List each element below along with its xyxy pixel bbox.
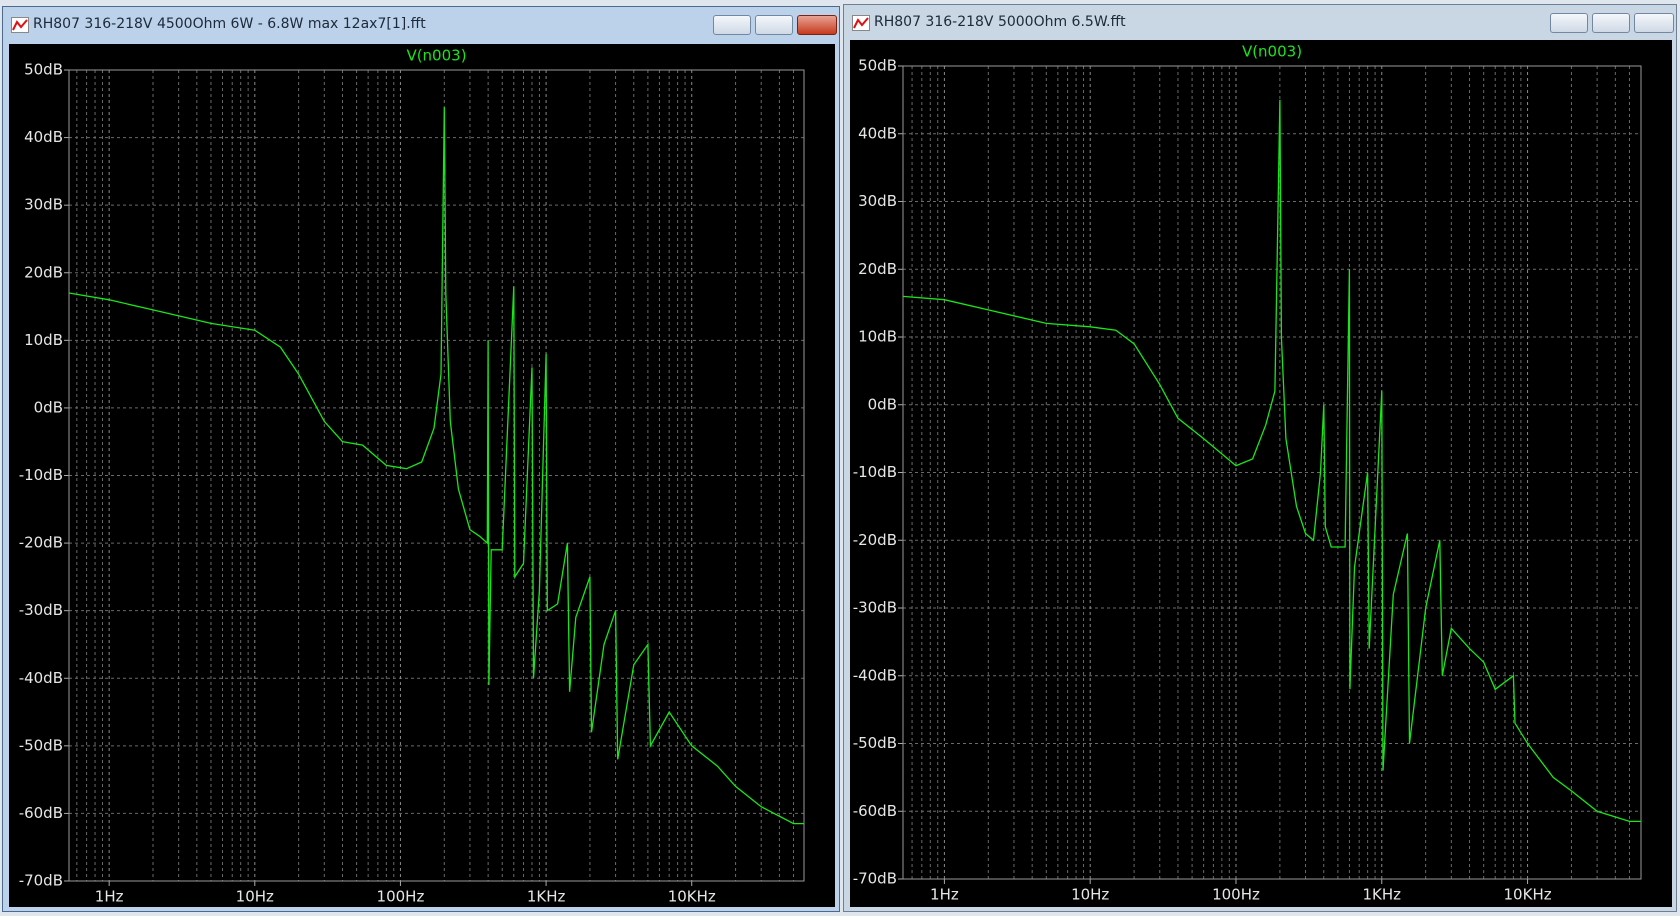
x-tick-label: 100Hz [1212, 886, 1260, 904]
trace-line [68, 107, 804, 825]
title-bar[interactable]: RH807 316-218V 5000Ohm 6.5W.fft [844, 5, 1676, 41]
minimize-button[interactable] [1550, 13, 1588, 33]
minimize-button[interactable] [713, 15, 751, 35]
plot-pane: 50dB 40dB 30dB 20dB 10dB 0dB -10dB -20dB -30dB -4… [9, 44, 835, 907]
window[interactable]: RH807 316-218V 5000Ohm 6.5W.fft 50dB 40dB… [843, 4, 1677, 912]
plot-frame [68, 69, 805, 882]
maximize-button[interactable] [1592, 13, 1630, 33]
close-button[interactable] [1634, 13, 1674, 33]
x-tick-label: 10KHz [1504, 886, 1552, 904]
x-tick-label: 1KHz [1362, 886, 1401, 904]
y-tick-label: -50dB [853, 734, 897, 752]
app-icon [852, 15, 870, 31]
y-tick-label: -40dB [853, 666, 897, 684]
x-tick-label: 1KHz [527, 888, 566, 906]
y-tick-label: -10dB [19, 466, 63, 484]
y-tick-label: -10dB [853, 463, 897, 481]
x-tick-label: 1Hz [930, 886, 959, 904]
plot-pane: 50dB 40dB 30dB 20dB 10dB 0dB -10dB -20dB -30dB -4… [850, 40, 1672, 907]
chart: 50dB 40dB 30dB 20dB 10dB 0dB -10dB -20dB -30dB -4… [19, 47, 805, 906]
y-tick-label: 10dB [858, 328, 897, 346]
y-tick-label: -30dB [19, 601, 63, 619]
x-tick-label: 1Hz [95, 888, 124, 906]
plot-frame [902, 65, 1642, 880]
y-tick-label: 40dB [858, 124, 897, 142]
window-title: RH807 316-218V 4500Ohm 6W - 6.8W max 12a… [33, 16, 426, 32]
y-tick-label: -70dB [19, 872, 63, 890]
trace-title: V(n003) [406, 47, 466, 65]
y-tick-label: 40dB [24, 128, 63, 146]
chart: 50dB 40dB 30dB 20dB 10dB 0dB -10dB -20dB -30dB -4… [853, 43, 1642, 904]
y-tick-label: 0dB [34, 398, 63, 416]
y-tick-label: -60dB [19, 804, 63, 822]
window[interactable]: RH807 316-218V 4500Ohm 6W - 6.8W max 12a… [2, 6, 840, 912]
y-tick-label: -20dB [853, 531, 897, 549]
y-tick-label: -60dB [853, 802, 897, 820]
y-tick-label: -20dB [19, 534, 63, 552]
y-tick-label: -70dB [853, 870, 897, 888]
maximize-button[interactable] [755, 15, 793, 35]
y-tick-label: 0dB [868, 395, 897, 413]
x-tick-label: 10Hz [1071, 886, 1109, 904]
x-tick-label: 10Hz [236, 888, 274, 906]
x-tick-label: 100Hz [377, 888, 425, 906]
window-title: RH807 316-218V 5000Ohm 6.5W.fft [874, 14, 1126, 30]
app-icon [11, 17, 29, 33]
trace-line [902, 99, 1641, 823]
y-tick-label: 30dB [858, 192, 897, 210]
y-tick-label: -30dB [853, 599, 897, 617]
x-tick-label: 10KHz [668, 888, 716, 906]
y-tick-label: 10dB [24, 331, 63, 349]
y-tick-label: -50dB [19, 736, 63, 754]
trace-title: V(n003) [1242, 43, 1302, 61]
y-tick-label: 50dB [24, 61, 63, 79]
y-tick-label: 20dB [858, 260, 897, 278]
y-tick-label: 20dB [24, 263, 63, 281]
y-tick-label: 50dB [858, 57, 897, 75]
y-tick-label: 30dB [24, 196, 63, 214]
y-tick-label: -40dB [19, 669, 63, 687]
title-bar[interactable]: RH807 316-218V 4500Ohm 6W - 6.8W max 12a… [3, 7, 839, 43]
close-button[interactable] [797, 15, 837, 35]
